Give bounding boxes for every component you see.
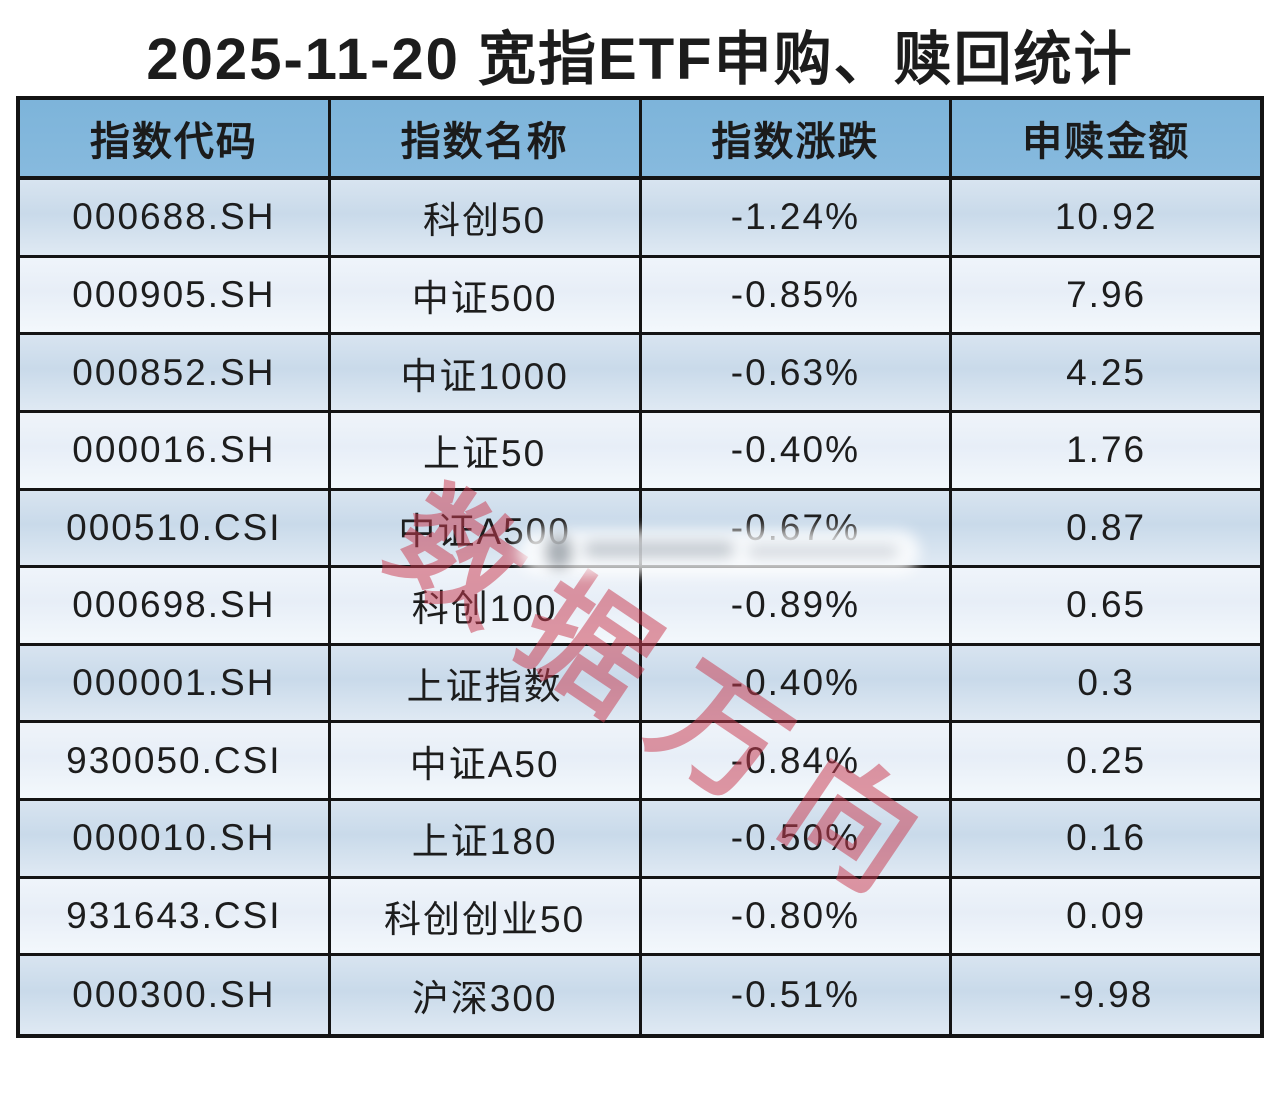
cell-amount: 10.92 [1054, 196, 1158, 238]
cell-index-change: -0.80% [642, 878, 953, 954]
table-row: 930050.CSI 中证A50 -0.84% 0.25 [20, 723, 1260, 802]
cell-index-change: -0.40% [642, 645, 953, 721]
cell-index-change: -0.84% [642, 723, 953, 799]
table-row: 000510.CSI 中证A500 -0.67% 0.87 [20, 490, 1260, 569]
cell-amount: 0.65 [1066, 584, 1147, 626]
cell-amount: -9.98 [1058, 974, 1154, 1016]
table-row: 000300.SH 沪深300 -0.51% -9.98 [20, 956, 1260, 1034]
cell-index-name: 上证指数 [331, 645, 642, 721]
table-row: 000001.SH 上证指数 -0.40% 0.3 [20, 645, 1260, 724]
cell-index-change: -0.50% [642, 801, 953, 876]
table-row: 931643.CSI 科创创业50 -0.80% 0.09 [20, 878, 1260, 957]
table-row: 000698.SH 科创100 -0.89% 0.65 [20, 568, 1260, 646]
cell-index-code: 000001.SH [20, 645, 331, 721]
table-row: 000688.SH 科创50 -1.24% 10.92 [20, 180, 1260, 258]
cell-index-code: 000300.SH [20, 956, 331, 1034]
table-row: 000905.SH 中证500 -0.85% 7.96 [20, 257, 1260, 336]
cell-index-name: 科创50 [331, 180, 642, 255]
cell-index-name: 上证180 [331, 801, 642, 876]
column-header-amount: 申赎金额 [1022, 120, 1191, 164]
column-header-index-change: 指数涨跌 [642, 100, 953, 176]
cell-index-code: 000016.SH [20, 412, 331, 488]
cell-index-name: 沪深300 [331, 956, 642, 1034]
cell-index-code: 000852.SH [20, 335, 331, 410]
table-row: 000852.SH 中证1000 -0.63% 4.25 [20, 335, 1260, 413]
cell-amount: 1.76 [1066, 429, 1147, 471]
cell-index-name: 科创创业50 [331, 878, 642, 954]
table-row: 000010.SH 上证180 -0.50% 0.16 [20, 801, 1260, 879]
cell-amount: 0.16 [1066, 817, 1147, 859]
cell-index-name: 中证1000 [331, 335, 642, 410]
cell-index-code: 000010.SH [20, 801, 331, 876]
cell-index-name: 科创100 [331, 568, 642, 643]
cell-index-code: 000688.SH [20, 180, 331, 255]
table-row: 000016.SH 上证50 -0.40% 1.76 [20, 412, 1260, 491]
cell-index-change: -0.89% [642, 568, 953, 643]
cell-index-change: -0.40% [642, 412, 953, 488]
cell-index-name: 上证50 [331, 412, 642, 488]
etf-table: 指数代码 指数名称 指数涨跌 申赎金额 000688.SH 科创50 -1.24… [16, 96, 1264, 1038]
cell-index-name: 中证A50 [331, 723, 642, 799]
cell-index-change: -0.63% [642, 335, 953, 410]
table-header-row: 指数代码 指数名称 指数涨跌 申赎金额 [20, 100, 1260, 180]
page-title: 2025-11-20 宽指ETF申购、赎回统计 [146, 27, 1134, 92]
cell-index-name: 中证A500 [331, 490, 642, 566]
cell-index-name: 中证500 [331, 257, 642, 333]
cell-amount: 7.96 [1066, 273, 1147, 315]
cell-index-change: -1.24% [642, 180, 953, 255]
cell-index-change: -0.67% [642, 490, 953, 566]
cell-index-change: -0.85% [642, 257, 953, 333]
table-body: 000688.SH 科创50 -1.24% 10.92 000905.SH 中证… [20, 180, 1260, 1034]
cell-index-code: 000905.SH [20, 257, 331, 333]
cell-amount: 0.09 [1066, 895, 1147, 937]
cell-index-code: 931643.CSI [20, 878, 331, 954]
cell-amount: 4.25 [1066, 351, 1147, 393]
cell-index-code: 930050.CSI [20, 723, 331, 799]
cell-amount: 0.3 [1077, 662, 1135, 704]
cell-index-code: 000698.SH [20, 568, 331, 643]
cell-index-code: 000510.CSI [20, 490, 331, 566]
column-header-index-code: 指数代码 [20, 100, 331, 176]
cell-index-change: -0.51% [642, 956, 953, 1034]
column-header-index-name: 指数名称 [331, 100, 642, 176]
cell-amount: 0.87 [1066, 506, 1147, 548]
cell-amount: 0.25 [1066, 739, 1147, 781]
